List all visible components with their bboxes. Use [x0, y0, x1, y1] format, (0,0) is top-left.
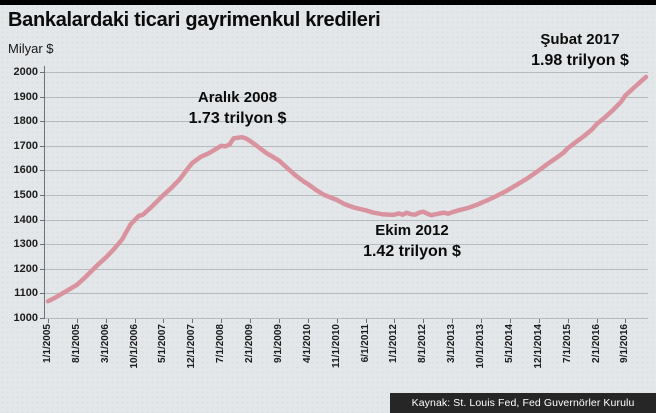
- x-axis-tick-label: 4/1/2010: [302, 324, 313, 363]
- y-tick-mark: [40, 244, 44, 245]
- x-axis-tick-label: 12/1/2014: [533, 324, 544, 369]
- y-axis-line: [44, 66, 45, 319]
- y-gridline: [44, 293, 648, 294]
- x-axis-tick-label: 8/1/2012: [417, 324, 428, 363]
- y-gridline: [44, 269, 648, 270]
- y-gridline: [44, 121, 648, 122]
- y-axis-tick-label: 1800: [13, 115, 38, 127]
- x-axis-tick-label: 8/1/2005: [71, 324, 82, 363]
- y-gridline: [44, 195, 648, 196]
- x-tick-mark: [163, 319, 164, 323]
- annotation-peak: Aralık 2008 1.73 trilyon $: [160, 88, 315, 129]
- x-tick-mark: [77, 319, 78, 323]
- x-axis-tick-label: 7/1/2015: [562, 324, 573, 363]
- x-tick-mark: [279, 319, 280, 323]
- x-tick-mark: [221, 319, 222, 323]
- x-tick-mark: [423, 319, 424, 323]
- y-tick-mark: [40, 318, 44, 319]
- x-tick-mark: [135, 319, 136, 323]
- x-axis-tick-label: 3/1/2013: [446, 324, 457, 363]
- x-tick-mark: [452, 319, 453, 323]
- x-tick-mark: [568, 319, 569, 323]
- y-axis-tick-label: 1000: [13, 312, 38, 324]
- annotation-trough: Ekim 2012 1.42 trilyon $: [336, 221, 488, 262]
- x-axis-tick-label: 10/1/2006: [129, 324, 140, 369]
- annotation-peak-value: 1.73 trilyon $: [188, 110, 287, 127]
- y-tick-mark: [40, 72, 44, 73]
- x-axis-tick-label: 12/1/2007: [186, 324, 197, 369]
- x-axis-tick-label: 6/1/2011: [360, 324, 371, 363]
- y-gridline: [44, 72, 648, 73]
- x-axis-tick-label: 5/1/2007: [157, 324, 168, 363]
- y-tick-mark: [40, 220, 44, 221]
- source-text: Kaynak: St. Louis Fed, Fed Guvernörler K…: [411, 397, 635, 409]
- y-tick-mark: [40, 269, 44, 270]
- annotation-latest-value: 1.98 trilyon $: [531, 52, 629, 69]
- y-axis-tick-label: 1700: [13, 140, 38, 152]
- y-gridline: [44, 318, 648, 319]
- x-axis-tick-label: 1/1/2005: [42, 324, 53, 363]
- y-tick-mark: [40, 121, 44, 122]
- x-axis-tick-label: 9/1/2016: [619, 324, 630, 363]
- x-tick-mark: [625, 319, 626, 323]
- x-tick-mark: [510, 319, 511, 323]
- y-tick-mark: [40, 146, 44, 147]
- annotation-peak-date: Aralık 2008: [197, 89, 278, 106]
- x-axis-tick-label: 5/1/2014: [504, 324, 515, 363]
- x-tick-mark: [337, 319, 338, 323]
- annotation-latest: Şubat 2017 1.98 trilyon $: [505, 30, 655, 71]
- x-tick-mark: [539, 319, 540, 323]
- x-tick-mark: [394, 319, 395, 323]
- annotation-trough-value: 1.42 trilyon $: [363, 243, 461, 260]
- x-axis-tick-label: 11/1/2010: [331, 324, 342, 368]
- x-tick-mark: [308, 319, 309, 323]
- y-axis-tick-label: 1900: [13, 91, 38, 103]
- x-tick-mark: [250, 319, 251, 323]
- x-axis-tick-label: 10/1/2013: [475, 324, 486, 369]
- annotation-trough-date: Ekim 2012: [375, 222, 449, 239]
- x-tick-mark: [597, 319, 598, 323]
- y-axis-tick-label: 1400: [13, 214, 38, 226]
- x-axis-tick-label: 1/1/2012: [388, 324, 399, 363]
- y-axis-tick-label: 1100: [14, 287, 38, 299]
- x-axis-tick-label: 2/1/2009: [244, 324, 255, 363]
- x-tick-mark: [48, 319, 49, 323]
- y-tick-mark: [40, 293, 44, 294]
- y-gridline: [44, 146, 648, 147]
- x-axis-tick-label: 2/1/2016: [591, 324, 602, 363]
- x-tick-mark: [366, 319, 367, 323]
- chart-title: Bankalardaki ticari gayrimenkul krediler…: [8, 9, 381, 31]
- loan-series-line: [45, 74, 649, 304]
- y-tick-mark: [40, 170, 44, 171]
- x-axis-tick-label: 3/1/2006: [100, 324, 111, 363]
- x-axis-tick-label: 7/1/2008: [215, 324, 226, 363]
- y-axis-tick-label: 2000: [13, 66, 38, 78]
- y-axis-tick-label: 1300: [13, 238, 38, 250]
- y-tick-mark: [40, 97, 44, 98]
- y-axis-tick-label: 1200: [13, 263, 38, 275]
- y-tick-mark: [40, 195, 44, 196]
- y-axis-tick-label: 1600: [13, 164, 38, 176]
- y-gridline: [44, 97, 648, 98]
- x-tick-mark: [192, 319, 193, 323]
- x-tick-mark: [481, 319, 482, 323]
- top-border-rule: [0, 0, 656, 5]
- y-axis-tick-label: 1500: [13, 189, 38, 201]
- y-axis-unit-label: Milyar $: [8, 41, 54, 56]
- source-bar: Kaynak: St. Louis Fed, Fed Guvernörler K…: [390, 393, 656, 413]
- y-gridline: [44, 170, 648, 171]
- annotation-latest-date: Şubat 2017: [540, 31, 620, 48]
- x-tick-mark: [106, 319, 107, 323]
- x-axis-tick-label: 9/1/2009: [273, 324, 284, 363]
